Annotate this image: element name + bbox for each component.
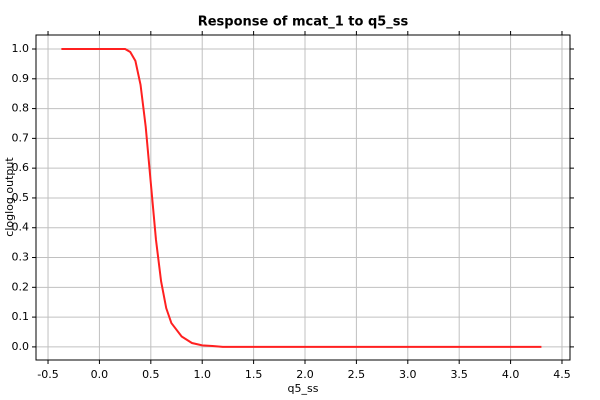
x-tick-label: 3.0 — [399, 368, 417, 381]
x-tick-label: 4.5 — [553, 368, 571, 381]
y-tick-label: 0.9 — [12, 72, 30, 85]
x-tick-label: -0.5 — [37, 368, 58, 381]
y-tick-label: 0.5 — [12, 191, 30, 204]
x-tick-label: 2.0 — [296, 368, 314, 381]
x-tick-label: 1.5 — [245, 368, 263, 381]
x-tick-label: 1.0 — [193, 368, 211, 381]
y-tick-label: 0.7 — [12, 131, 30, 144]
y-axis-label: cloglog output — [3, 157, 16, 237]
plot-frame — [35, 34, 571, 361]
x-tick-label: 3.5 — [450, 368, 468, 381]
y-tick-label: 0.0 — [12, 340, 30, 353]
x-axis-label: q5_ss — [288, 382, 319, 395]
y-tick-label: 0.6 — [12, 161, 30, 174]
chart-title: Response of mcat_1 to q5_ss — [198, 15, 409, 30]
x-tick-label: 0.0 — [91, 368, 109, 381]
y-tick-label: 0.8 — [12, 102, 30, 115]
y-tick-label: 0.4 — [12, 221, 30, 234]
y-tick-label: 1.0 — [12, 42, 30, 55]
x-tick-label: 0.5 — [142, 368, 160, 381]
x-tick-label: 4.0 — [502, 368, 520, 381]
line — [61, 48, 542, 348]
x-tick-label: 2.5 — [348, 368, 366, 381]
y-tick-label: 0.3 — [12, 251, 30, 264]
y-tick-label: 0.1 — [12, 310, 30, 323]
y-tick-label: 0.2 — [12, 280, 30, 293]
